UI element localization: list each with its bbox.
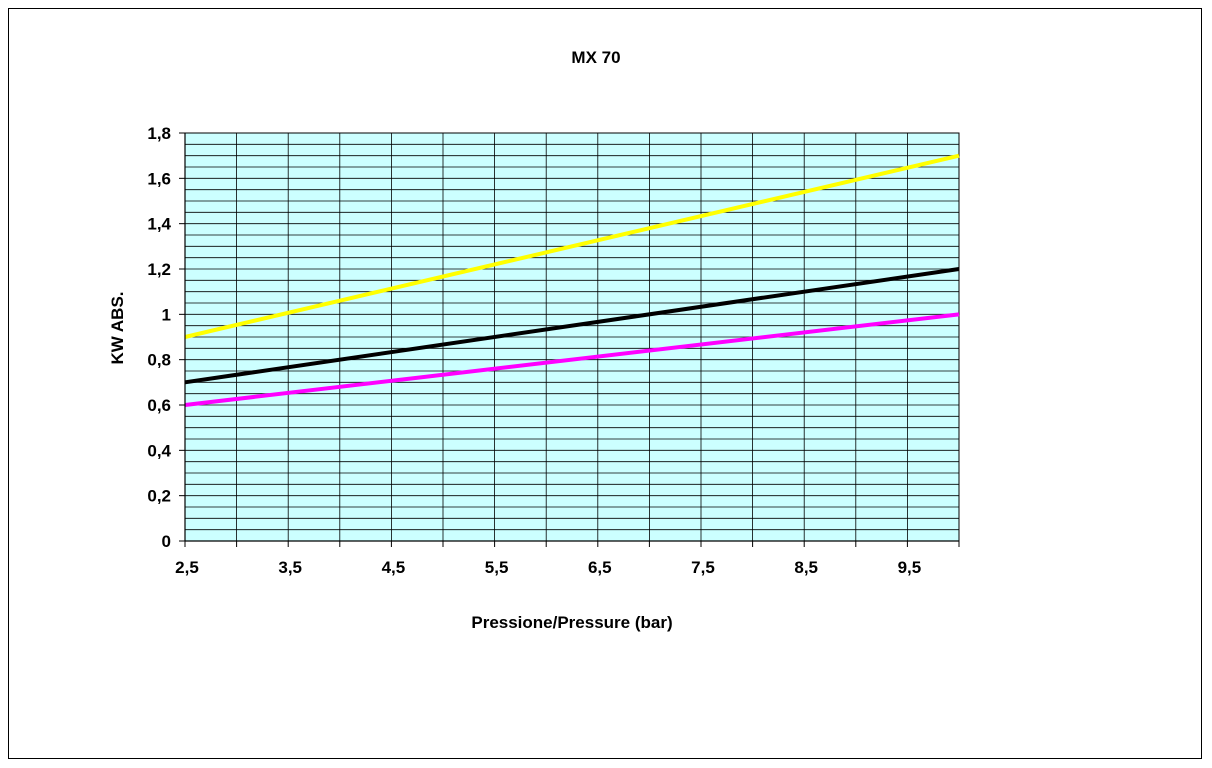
chart: MX 70 0 0,2 0,4 0,6 0,8 1 1,2 1,4 1,6 1,8 2,5 3,5 4,… bbox=[108, 48, 960, 632]
x-tick-label: 5,5 bbox=[485, 558, 509, 577]
y-tick-label: 1,2 bbox=[147, 260, 171, 279]
y-axis-label: KW ABS. bbox=[108, 291, 127, 364]
y-tick-label: 1,4 bbox=[147, 215, 171, 234]
axes: 0 0,2 0,4 0,6 0,8 1 1,2 1,4 1,6 1,8 2,5 3,5 4,5 5,5 6,… bbox=[147, 124, 960, 577]
series-line-1 bbox=[184, 153, 960, 339]
x-tick-label: 2,5 bbox=[175, 558, 199, 577]
x-tick-label: 3,5 bbox=[278, 558, 302, 577]
y-tick-label: 0,8 bbox=[147, 351, 171, 370]
y-tick-label: 1 bbox=[162, 305, 171, 324]
series-line-2 bbox=[184, 267, 960, 385]
x-tick-label: 9,5 bbox=[898, 558, 922, 577]
x-axis-label: Pressione/Pressure (bar) bbox=[471, 613, 672, 632]
x-tick-label: 8,5 bbox=[794, 558, 818, 577]
series-group bbox=[184, 153, 960, 407]
chart-title: MX 70 bbox=[571, 48, 620, 67]
y-tick-label: 1,8 bbox=[147, 124, 171, 143]
chart-frame: MX 70 0 0,2 0,4 0,6 0,8 1 1,2 1,4 1,6 1,8 2,5 3,5 4,… bbox=[8, 8, 1202, 759]
y-tick-label: 0,4 bbox=[147, 441, 171, 460]
y-tick-label: 1,6 bbox=[147, 169, 171, 188]
y-tick-label: 0,6 bbox=[147, 396, 171, 415]
x-tick-label: 4,5 bbox=[382, 558, 406, 577]
x-tick-label: 6,5 bbox=[588, 558, 612, 577]
series-line-3 bbox=[184, 312, 960, 407]
x-tick-label: 7,5 bbox=[691, 558, 715, 577]
y-tick-label: 0,2 bbox=[147, 487, 171, 506]
y-tick-label: 0 bbox=[162, 532, 171, 551]
